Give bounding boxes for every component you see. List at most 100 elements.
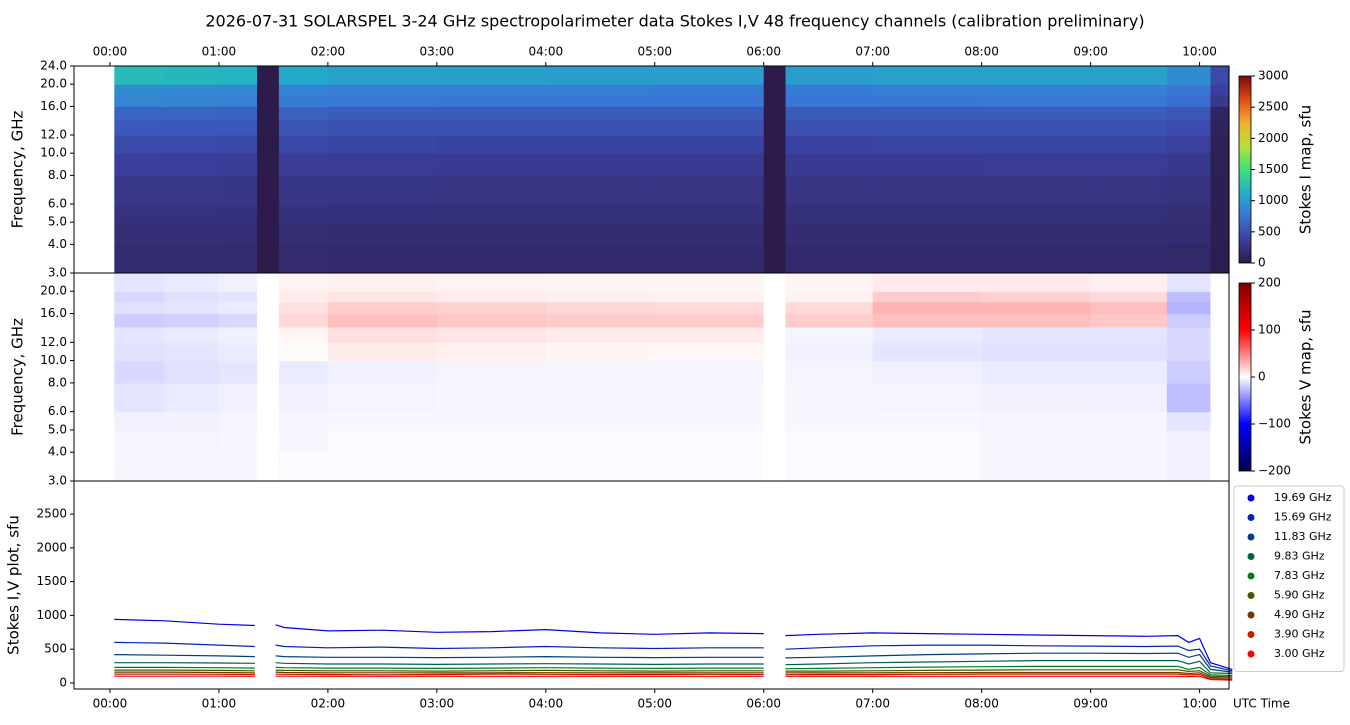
heatmap-cell (654, 382, 765, 413)
heatmap-cell (872, 429, 983, 453)
heatmap-cell (218, 326, 258, 343)
heatmap-cell (763, 429, 787, 453)
heatmap-cell (278, 244, 329, 274)
heatmap-cell (1210, 382, 1230, 413)
heatmap-cell (218, 301, 258, 315)
heatmap-cell (278, 84, 329, 96)
legend-label: 3.90 GHz (1274, 628, 1325, 641)
heatmap-cell (1166, 244, 1212, 274)
x-tick-label: 05:00 (637, 697, 672, 711)
heatmap-cell (981, 301, 1092, 315)
heatmap-cell (981, 382, 1092, 413)
heatmap-cell (981, 84, 1092, 96)
heatmap-cell (545, 291, 656, 303)
y-tick-label: 2500 (36, 507, 67, 521)
heatmap-cell (1090, 382, 1168, 413)
heatmap-cell (114, 326, 166, 343)
colorbar (1238, 75, 1252, 264)
heatmap-cell (114, 119, 166, 136)
heatmap-cell (545, 66, 656, 85)
heatmap-cell (785, 342, 874, 362)
heatmap-cell (1090, 94, 1168, 107)
heatmap-cell (278, 313, 329, 328)
y-tick-label: 6.0 (48, 197, 67, 211)
heatmap-cell (1210, 153, 1230, 176)
y-tick-label: 5.0 (48, 422, 67, 436)
heatmap-cell (654, 342, 765, 362)
heatmap-cell (114, 244, 166, 274)
heatmap-cell (654, 119, 765, 136)
heatmap-cell (1090, 301, 1168, 315)
heatmap-cell (872, 342, 983, 362)
heatmap-cell (981, 106, 1092, 121)
heatmap-cell (545, 94, 656, 107)
heatmap-cell (257, 429, 280, 453)
legend-box (1233, 485, 1345, 672)
heatmap-cell (327, 222, 438, 245)
heatmap-cell (218, 382, 258, 413)
legend-marker (1247, 553, 1255, 560)
x-tick-label: 09:00 (1073, 697, 1108, 711)
heatmap-cell (436, 382, 547, 413)
heatmap-cell (785, 66, 874, 85)
heatmap-cell (327, 291, 438, 303)
y-axis-label: Frequency, GHz (9, 110, 27, 228)
y-tick-label: 0 (59, 675, 67, 689)
heatmap-cell (654, 204, 765, 223)
heatmap-cell (1166, 452, 1212, 482)
heatmap-cell (1166, 273, 1212, 292)
heatmap-cell (257, 411, 280, 431)
legend-marker (1247, 514, 1255, 521)
heatmap-cell (872, 301, 983, 315)
heatmap-cell (1210, 135, 1230, 154)
heatmap-cell (1166, 222, 1212, 245)
heatmap-cell (545, 342, 656, 362)
heatmap-cell (785, 153, 874, 176)
heatmap-cell (218, 119, 258, 136)
series-line (114, 669, 1233, 678)
heatmap-cell (278, 204, 329, 223)
heatmap-cell (436, 119, 547, 136)
x-tick-label: 07:00 (855, 697, 890, 711)
heatmap-cell (327, 452, 438, 482)
heatmap-cell (872, 411, 983, 431)
heatmap-cell (654, 84, 765, 96)
y-tick-label: 3.0 (48, 266, 67, 280)
heatmap-cell (164, 452, 220, 482)
heatmap-cell (278, 301, 329, 315)
heatmap-cell (327, 66, 438, 85)
heatmap-cell (436, 244, 547, 274)
heatmap-cell (1090, 429, 1168, 453)
y-tick-label: 4.0 (48, 445, 67, 459)
axes-frame (73, 480, 1230, 690)
x-tick-label: 10:00 (1182, 697, 1217, 711)
heatmap-cell (545, 204, 656, 223)
heatmap-cell (785, 291, 874, 303)
y-tick-label: 2000 (36, 540, 67, 554)
heatmap-cell (278, 175, 329, 205)
y-tick-label: 4.0 (48, 237, 67, 251)
heatmap-cell (257, 204, 280, 223)
heatmap-cell (654, 135, 765, 154)
heatmap-cell (114, 135, 166, 154)
heatmap-cell (872, 119, 983, 136)
heatmap-cell (218, 153, 258, 176)
heatmap-cell (1166, 313, 1212, 328)
heatmap-cell (545, 452, 656, 482)
y-tick-label: 8.0 (48, 168, 67, 182)
heatmap-cell (114, 106, 166, 121)
x-tick-label: 03:00 (420, 697, 455, 711)
colorbar-tick-label: 500 (1258, 224, 1281, 238)
y-tick-label: 16.0 (40, 99, 67, 113)
heatmap-cell (763, 222, 787, 245)
series-line (114, 671, 1233, 679)
heatmap-cell (654, 222, 765, 245)
panel (114, 66, 1230, 274)
x-tick-label: 00:00 (93, 45, 128, 59)
y-tick-label: 1000 (36, 608, 67, 622)
heatmap-cell (436, 135, 547, 154)
heatmap-cell (1090, 360, 1168, 384)
heatmap-cell (763, 360, 787, 384)
